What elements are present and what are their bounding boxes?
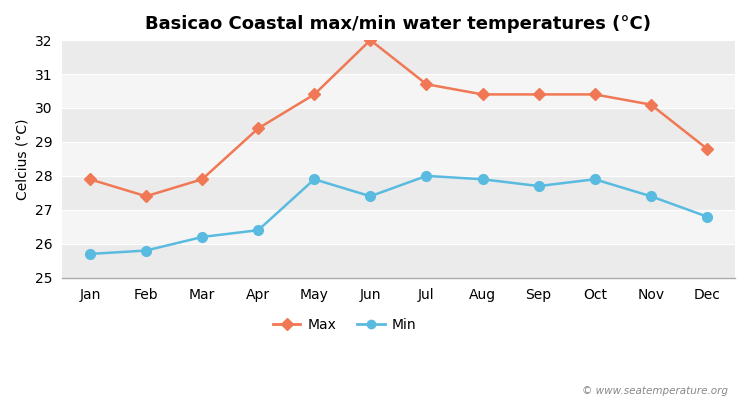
Bar	[62, 40, 735, 74]
Bar	[62, 210, 735, 244]
Min	[534, 184, 543, 188]
Bar	[62, 142, 735, 176]
Min	[703, 214, 712, 219]
Min	[310, 177, 319, 182]
Max	[254, 126, 262, 131]
Min	[646, 194, 656, 199]
Max	[198, 177, 207, 182]
Max	[534, 92, 543, 97]
Bar	[62, 176, 735, 210]
Line: Max: Max	[86, 36, 711, 200]
Max	[478, 92, 487, 97]
Line: Min: Min	[85, 171, 712, 259]
Title: Basicao Coastal max/min water temperatures (°C): Basicao Coastal max/min water temperatur…	[146, 15, 652, 33]
Min	[198, 234, 207, 239]
Min	[86, 252, 94, 256]
Max	[142, 194, 151, 199]
Max	[422, 82, 431, 87]
Y-axis label: Celcius (°C): Celcius (°C)	[15, 118, 29, 200]
Max	[703, 146, 712, 151]
Min	[142, 248, 151, 253]
Text: © www.seatemperature.org: © www.seatemperature.org	[581, 386, 728, 396]
Bar	[62, 74, 735, 108]
Min	[254, 228, 262, 232]
Bar	[62, 244, 735, 278]
Min	[478, 177, 487, 182]
Max	[646, 102, 656, 107]
Bar	[62, 108, 735, 142]
Legend: Max, Min: Max, Min	[267, 312, 422, 337]
Max	[86, 177, 94, 182]
Max	[310, 92, 319, 97]
Max	[366, 38, 375, 42]
Min	[422, 174, 431, 178]
Min	[590, 177, 599, 182]
Max	[590, 92, 599, 97]
Min	[366, 194, 375, 199]
